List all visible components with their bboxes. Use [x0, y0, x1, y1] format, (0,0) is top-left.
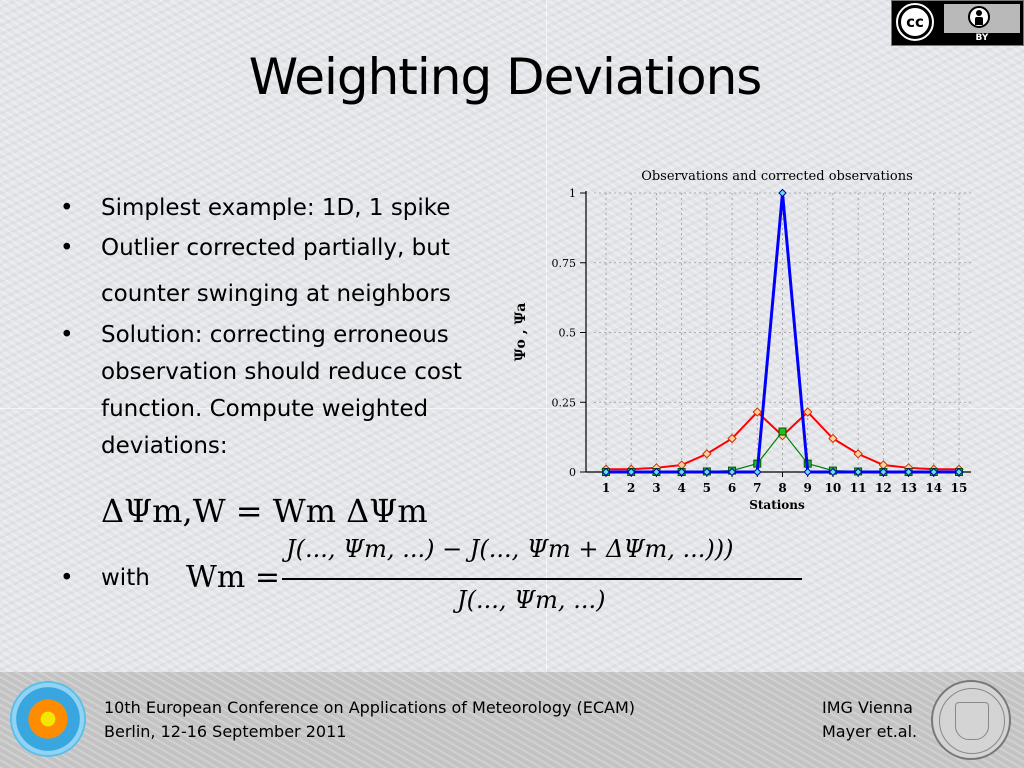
- data-point: [753, 467, 762, 477]
- bullet-item: Solution: correcting erroneous observati…: [60, 317, 541, 465]
- x-tick-label: 3: [652, 481, 660, 495]
- cc-icon: cc: [896, 3, 934, 41]
- bullet-item-with: with: [60, 565, 150, 591]
- y-tick-label: 0.25: [552, 396, 577, 409]
- x-tick-label: 10: [825, 481, 842, 495]
- slide-title: Weighting Deviations: [248, 48, 763, 106]
- institution-name: IMG Vienna: [822, 698, 913, 717]
- x-tick-label: 13: [900, 481, 917, 495]
- x-tick-label: 5: [703, 481, 711, 495]
- data-point: [904, 467, 913, 477]
- data-point: [828, 433, 838, 444]
- data-point: [853, 467, 863, 477]
- series-line: [606, 410, 959, 471]
- footer: 10th European Conference on Applications…: [0, 672, 1024, 768]
- x-tick-label: 6: [728, 481, 736, 495]
- by-label: BY: [944, 33, 1020, 44]
- chart-title: Observations and corrected observations: [641, 169, 913, 184]
- cc-by-license-badge[interactable]: cc BY: [891, 0, 1024, 46]
- y-tick-label: 0.75: [552, 257, 577, 270]
- data-point: [727, 433, 737, 444]
- observations-chart: Observations and corrected observations …: [513, 169, 971, 512]
- data-point: [803, 467, 812, 477]
- x-tick-label: 8: [778, 481, 786, 495]
- data-point: [601, 467, 611, 477]
- authors: Mayer et.al.: [822, 722, 918, 741]
- y-tick-label: 1: [569, 187, 576, 200]
- institution-info: IMG Vienna Mayer et.al.: [822, 696, 917, 744]
- weighted-deviation-equation: ΔΨm,W = Wm ΔΨm: [101, 492, 428, 530]
- x-tick-label: 7: [753, 481, 761, 495]
- data-point: [954, 467, 964, 477]
- data-point: [652, 467, 661, 477]
- x-tick-label: 1: [602, 481, 610, 495]
- weight-equation-numerator: J(..., Ψm, ...) − J(..., Ψm + ΔΨm, ...))…: [286, 535, 734, 563]
- data-point: [677, 467, 686, 477]
- x-tick-label: 11: [850, 481, 867, 495]
- fraction-bar: [282, 578, 802, 580]
- bullet-list: Simplest example: 1D, 1 spike Outlier co…: [60, 190, 510, 465]
- conference-dates: Berlin, 12-16 September 2011: [104, 722, 347, 741]
- university-seal-logo: [931, 680, 1011, 760]
- y-tick-label: 0.5: [559, 327, 577, 340]
- data-point: [828, 467, 838, 477]
- data-point: [879, 467, 888, 477]
- data-point: [778, 188, 787, 198]
- y-axis-label: Ψo , Ψa: [513, 303, 529, 362]
- x-axis-label: Stations: [749, 498, 805, 512]
- person-icon: [968, 6, 990, 28]
- data-point: [702, 449, 712, 459]
- data-point: [752, 407, 762, 417]
- bullet-item: Outlier corrected partially, but counter…: [60, 225, 521, 317]
- x-tick-label: 14: [925, 481, 942, 495]
- data-point: [853, 449, 863, 459]
- x-tick-label: 9: [804, 481, 812, 495]
- y-tick-label: 0: [569, 466, 576, 479]
- data-point: [702, 467, 712, 477]
- equation-text: ΔΨm,W = Wm ΔΨm: [101, 492, 428, 530]
- data-point: [778, 427, 787, 436]
- background-seam: [546, 0, 547, 672]
- weight-equation-denominator: J(..., Ψm, ...): [457, 586, 606, 614]
- x-tick-label: 2: [627, 481, 635, 495]
- by-panel: BY: [944, 4, 1020, 44]
- data-point: [627, 467, 636, 477]
- bullet-item: Simplest example: 1D, 1 spike: [60, 190, 510, 227]
- conference-info: 10th European Conference on Applications…: [104, 696, 635, 744]
- earth-globe-logo: [12, 683, 84, 755]
- data-point: [929, 467, 938, 477]
- data-point: [727, 467, 737, 477]
- weight-equation-lhs: Wm =: [186, 560, 280, 595]
- x-tick-label: 15: [951, 481, 968, 495]
- conference-name: 10th European Conference on Applications…: [104, 698, 636, 717]
- x-tick-label: 12: [875, 481, 892, 495]
- data-point: [803, 407, 813, 417]
- x-tick-label: 4: [677, 481, 685, 495]
